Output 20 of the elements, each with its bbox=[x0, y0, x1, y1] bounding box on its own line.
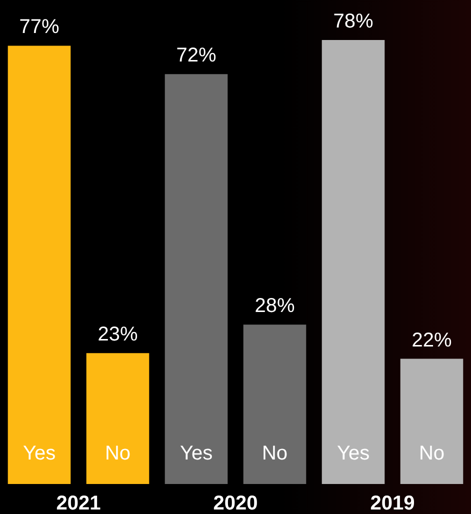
bar bbox=[243, 324, 306, 484]
data-label: 28% bbox=[254, 295, 295, 318]
bar bbox=[86, 353, 150, 484]
x-tick-label: No bbox=[262, 442, 288, 465]
text: 2021 bbox=[56, 492, 101, 514]
bar bbox=[164, 74, 228, 484]
x-tick-label: No bbox=[418, 442, 445, 465]
x-tick-label: Yes bbox=[22, 442, 56, 465]
bar bbox=[400, 358, 464, 484]
data-label: 78% bbox=[333, 10, 374, 33]
data-label: 72% bbox=[176, 44, 216, 67]
x-tick-label: No bbox=[104, 442, 131, 465]
text: 2019 bbox=[370, 492, 415, 514]
data-label: 77% bbox=[19, 16, 60, 38]
x-tick-label: Yes bbox=[336, 442, 370, 465]
data-label: 23% bbox=[98, 324, 138, 346]
bar bbox=[8, 46, 71, 484]
x-tick-label: Yes bbox=[180, 442, 213, 465]
data-label: 22% bbox=[412, 329, 452, 352]
text: 2020 bbox=[213, 492, 258, 514]
